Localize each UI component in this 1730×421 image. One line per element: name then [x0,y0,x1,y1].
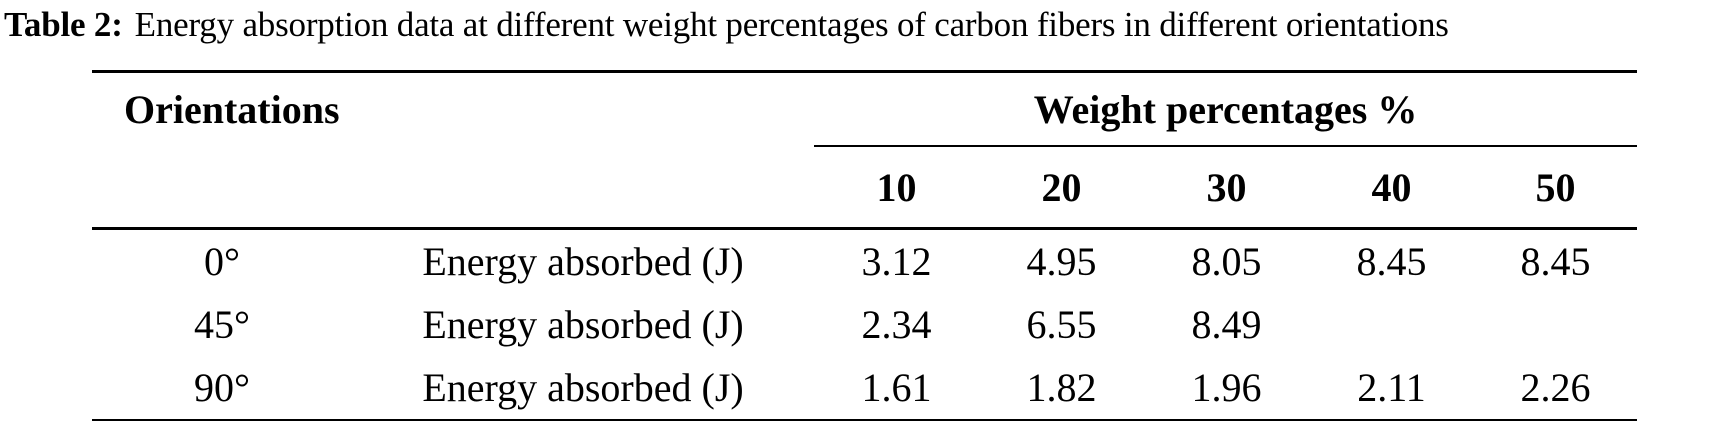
value-cell: 3.12 [861,239,932,284]
spacer-cell [352,146,815,230]
weight-col-50: 50 [1474,146,1638,230]
weight-col-40: 40 [1309,146,1475,230]
measure-cell: Energy absorbed (J) [422,239,744,284]
value-cell: 2.26 [1520,365,1591,410]
value-cell: 8.45 [1356,239,1427,284]
weight-col-10: 10 [814,146,980,230]
header-row-weights: 10 20 30 40 50 [92,146,1638,230]
orientation-cell: 90° [194,365,250,410]
value-cell: 8.45 [1520,239,1591,284]
value-cell: 1.96 [1191,365,1262,410]
orientation-cell: 0° [204,239,240,284]
measure-cell: Energy absorbed (J) [422,302,744,347]
measure-cell: Energy absorbed (J) [422,365,744,410]
table-row-90deg: 90° Energy absorbed (J) 1.61 1.82 1.96 2… [92,356,1637,421]
value-cell: 2.34 [861,302,932,347]
value-cell [1474,293,1637,356]
value-cell: 1.61 [861,365,932,410]
value-cell: 8.05 [1191,239,1262,284]
value-cell: 4.95 [1026,239,1097,284]
table-caption: Table 2: Energy absorption data at differ… [4,0,1449,50]
header-row-groups: Orientations Weight percentages % [92,71,1638,147]
table-row-45deg: 45° Energy absorbed (J) 2.34 6.55 8.49 [92,293,1637,356]
weight-percentages-header: Weight percentages % [814,71,1638,147]
value-cell [1309,293,1474,356]
table-row-0deg: 0° Energy absorbed (J) 3.12 4.95 8.05 8.… [92,229,1637,294]
value-cell: 2.11 [1357,365,1426,410]
value-cell: 6.55 [1026,302,1097,347]
orientations-header: Orientations [124,87,340,132]
orientation-cell: 45° [194,302,250,347]
weight-col-20: 20 [979,146,1145,230]
value-cell: 8.49 [1191,302,1262,347]
weight-col-30: 30 [1144,146,1310,230]
spacer-cell [92,146,352,230]
caption-text: Energy absorption data at different weig… [134,5,1449,44]
value-cell: 1.82 [1026,365,1097,410]
caption-label: Table 2: [4,5,123,44]
energy-absorption-table: Orientations Weight percentages % 10 20 … [92,70,1638,421]
